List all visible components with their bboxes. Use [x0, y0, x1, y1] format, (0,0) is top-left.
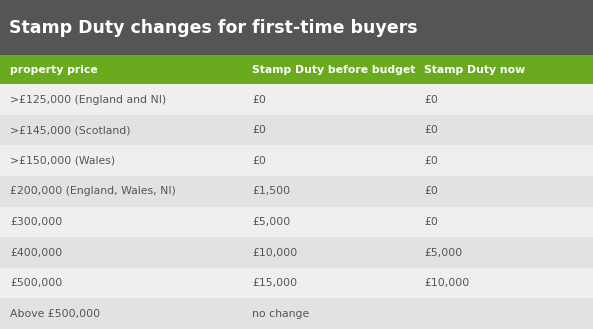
Text: Stamp Duty changes for first-time buyers: Stamp Duty changes for first-time buyers: [9, 19, 417, 37]
Text: >£125,000 (England and NI): >£125,000 (England and NI): [10, 94, 166, 105]
Text: Above £500,000: Above £500,000: [10, 309, 100, 319]
Text: £0: £0: [424, 125, 438, 135]
Bar: [0, 55, 593, 84]
Text: £5,000: £5,000: [424, 247, 463, 258]
Text: £0: £0: [252, 94, 266, 105]
Bar: [0, 237, 593, 268]
Text: £1,500: £1,500: [252, 186, 290, 196]
Text: property price: property price: [10, 65, 98, 75]
Text: £500,000: £500,000: [10, 278, 62, 288]
Bar: [0, 176, 593, 207]
Text: Stamp Duty now: Stamp Duty now: [424, 65, 525, 75]
Bar: [0, 298, 593, 329]
Text: £400,000: £400,000: [10, 247, 62, 258]
Text: >£150,000 (Wales): >£150,000 (Wales): [10, 156, 115, 166]
Text: £10,000: £10,000: [252, 247, 297, 258]
Text: £0: £0: [424, 156, 438, 166]
Bar: [0, 207, 593, 237]
Text: £0: £0: [424, 94, 438, 105]
Text: £0: £0: [424, 217, 438, 227]
Text: £0: £0: [424, 186, 438, 196]
Bar: [0, 145, 593, 176]
Bar: [0, 84, 593, 115]
Text: Stamp Duty before budget: Stamp Duty before budget: [252, 65, 416, 75]
Text: £300,000: £300,000: [10, 217, 62, 227]
Text: >£145,000 (Scotland): >£145,000 (Scotland): [10, 125, 130, 135]
Text: £0: £0: [252, 125, 266, 135]
Text: £200,000 (England, Wales, NI): £200,000 (England, Wales, NI): [10, 186, 176, 196]
Text: £0: £0: [252, 156, 266, 166]
Bar: [0, 268, 593, 298]
Text: £5,000: £5,000: [252, 217, 291, 227]
Text: no change: no change: [252, 309, 310, 319]
Text: £10,000: £10,000: [424, 278, 469, 288]
Bar: [0, 115, 593, 145]
Bar: [0, 0, 593, 55]
Text: £15,000: £15,000: [252, 278, 297, 288]
